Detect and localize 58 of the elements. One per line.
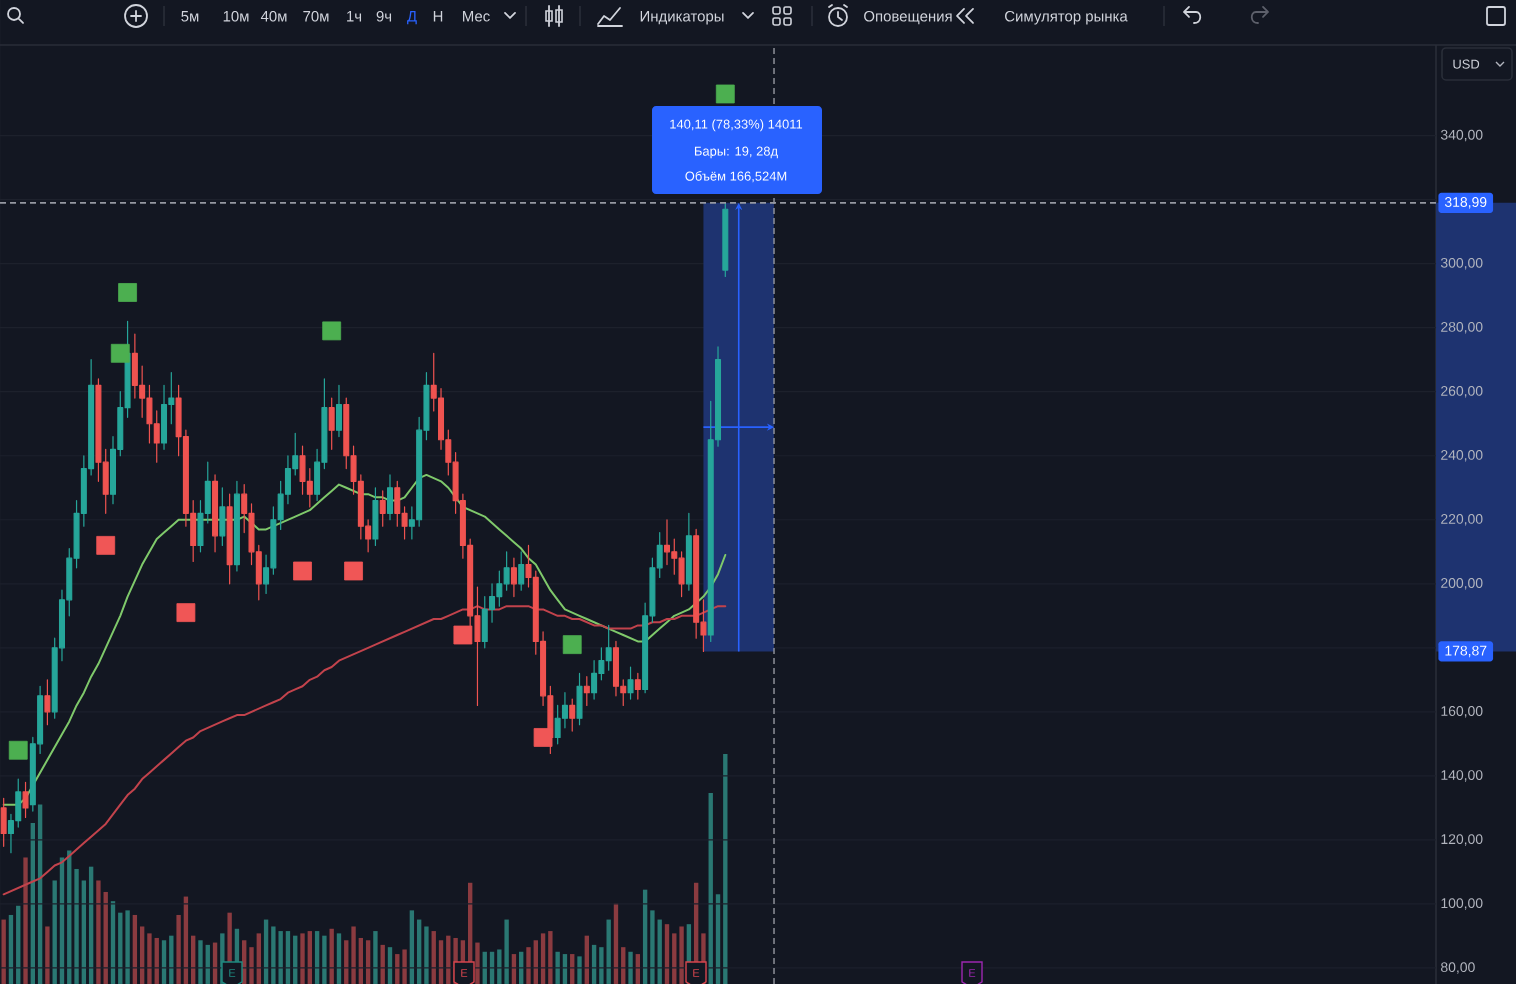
point [562,635,582,655]
bar [169,935,174,984]
bar [329,928,334,984]
bar [300,933,305,984]
candlestick [335,384,342,438]
candlestick [328,397,335,450]
candlestick [510,557,517,598]
bar [526,947,531,984]
candlestick [627,666,634,700]
bar [504,919,509,984]
point [322,321,342,341]
candlestick [722,202,729,278]
point [715,84,735,104]
bar [548,931,553,984]
candlestick [22,781,29,819]
candlestick [569,698,576,732]
point [176,603,196,623]
candlestick [583,676,590,707]
bar [1,919,6,984]
candlestick [386,474,393,521]
bar [45,926,50,984]
bar [322,935,327,984]
candlestick [634,672,641,700]
bar [555,951,560,984]
candlestick [685,512,692,591]
candlestick [576,672,583,726]
point [293,561,312,581]
bar [198,940,203,984]
candlestick [379,490,386,527]
bar [147,933,152,984]
candlestick [372,487,379,546]
candlestick [219,487,226,546]
candlestick [518,551,525,591]
point [344,561,363,581]
bar [679,926,684,984]
point [8,740,28,760]
candlestick [0,797,7,847]
candlestick [212,474,219,553]
bar [373,931,378,984]
bar [23,857,28,984]
bar [271,926,276,984]
bar [577,956,582,984]
point [453,625,473,645]
bar [402,949,407,984]
bar [278,931,283,984]
candlestick [226,493,233,585]
bar [424,926,429,984]
point [110,343,130,363]
bar [125,910,130,984]
bar [628,951,633,984]
point [96,535,116,555]
candlestick [44,679,51,726]
bar [96,880,101,984]
bar [606,919,611,984]
point [533,728,553,747]
bar [351,926,356,984]
point [118,283,137,302]
candlestick [233,480,240,572]
